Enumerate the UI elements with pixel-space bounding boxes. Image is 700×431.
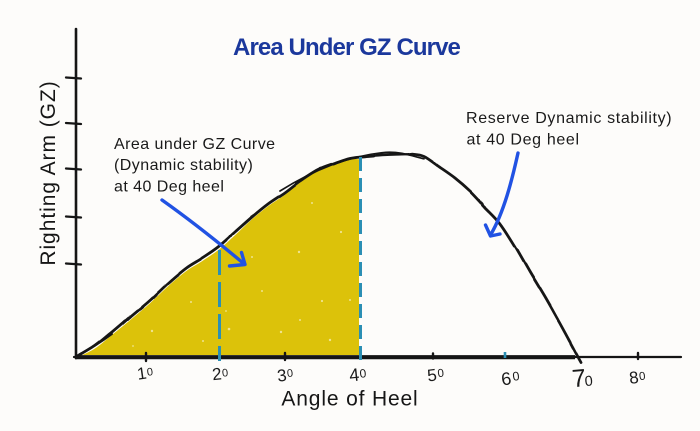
svg-text:80: 80 xyxy=(628,367,647,388)
svg-text:Area Under GZ Curve: Area Under GZ Curve xyxy=(233,34,461,61)
svg-text:Area under GZ Curve: Area under GZ Curve xyxy=(114,136,276,153)
svg-text:50: 50 xyxy=(426,365,445,386)
svg-text:10: 10 xyxy=(136,363,155,384)
svg-text:30: 30 xyxy=(276,365,294,386)
svg-text:at 40 Deg heel: at 40 Deg heel xyxy=(467,132,580,149)
svg-text:Reserve Dynamic stability): Reserve Dynamic stability) xyxy=(466,110,672,127)
svg-text:40: 40 xyxy=(348,364,368,386)
svg-text:Righting Arm (GZ): Righting Arm (GZ) xyxy=(37,80,60,265)
svg-text:20: 20 xyxy=(211,364,229,385)
svg-text:(Dynamic stability): (Dynamic stability) xyxy=(114,157,253,174)
svg-text:60: 60 xyxy=(500,367,521,389)
svg-text:Angle of Heel: Angle of Heel xyxy=(281,388,418,411)
svg-text:70: 70 xyxy=(571,363,594,393)
svg-text:at 40 Deg heel: at 40 Deg heel xyxy=(114,179,224,196)
